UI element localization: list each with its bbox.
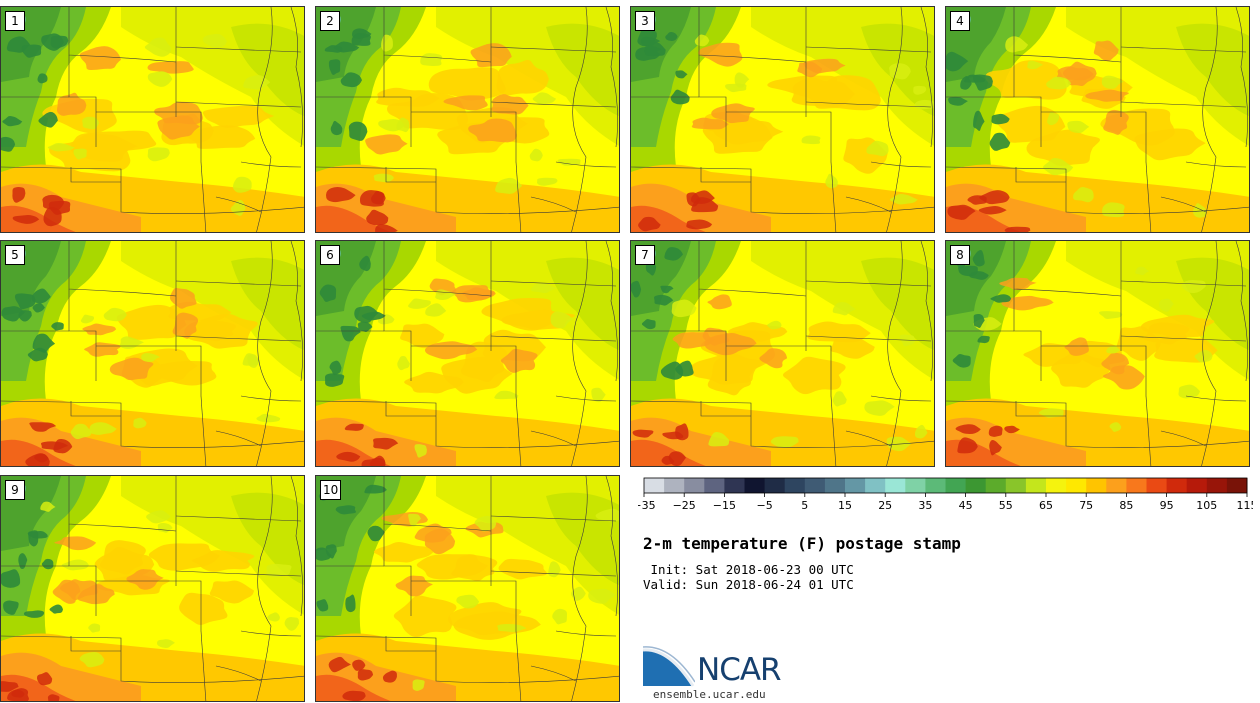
colorbar-swatch xyxy=(724,478,745,493)
ncar-logo-text: NCAR xyxy=(697,652,782,688)
colorbar-tick-label: −15 xyxy=(713,499,736,512)
temperature-map xyxy=(1,476,304,701)
colorbar-frame xyxy=(643,477,1248,494)
valid-time: Valid: Sun 2018-06-24 01 UTC xyxy=(643,577,854,592)
colorbar-tick-label: 5 xyxy=(801,499,808,512)
temperature-map xyxy=(316,476,619,701)
temperature-colorbar: −35 −25 −15 −5 5 15 25 35 45 55 65 75 85 95 105 115 xyxy=(638,477,1254,512)
colorbar-swatch xyxy=(905,478,926,493)
panel-label: 3 xyxy=(635,11,655,31)
temperature-map xyxy=(316,7,619,232)
colorbar-swatch xyxy=(804,478,826,493)
colorbar-swatch xyxy=(1186,478,1208,493)
temperature-map xyxy=(946,241,1249,466)
temperature-map xyxy=(631,7,934,232)
colorbar-swatch xyxy=(784,478,806,493)
temperature-map xyxy=(1,7,304,232)
colorbar-swatch xyxy=(704,478,725,493)
panel-label: 4 xyxy=(950,11,970,31)
colorbar-swatch xyxy=(1025,478,1047,493)
colorbar-tick-label: 25 xyxy=(878,499,892,512)
colorbar-swatch xyxy=(1046,478,1067,493)
panel-label: 2 xyxy=(320,11,340,31)
colorbar-tick-label: 85 xyxy=(1119,499,1133,512)
stamp-panel-9: 9 xyxy=(0,475,305,702)
colorbar-tick-label: −35 xyxy=(638,499,656,512)
colorbar-tick-label: 115 xyxy=(1237,499,1254,512)
stamp-panel-7: 7 xyxy=(630,240,935,467)
colorbar-tick-label: −25 xyxy=(673,499,696,512)
colorbar-swatch xyxy=(1206,478,1228,493)
colorbar-tick-label: −5 xyxy=(756,499,772,512)
colorbar-tick-label: 45 xyxy=(959,499,973,512)
colorbar-swatch xyxy=(1005,478,1027,493)
colorbar-swatch xyxy=(744,478,766,493)
colorbar-tick-label: 15 xyxy=(838,499,852,512)
panel-label: 1 xyxy=(5,11,25,31)
colorbar-swatch xyxy=(1086,478,1107,493)
colorbar-swatch xyxy=(945,478,967,493)
colorbar-tick-label: 95 xyxy=(1160,499,1174,512)
panel-label: 7 xyxy=(635,245,655,265)
temperature-map xyxy=(946,7,1249,232)
panel-label: 6 xyxy=(320,245,340,265)
colorbar-tick-label: 75 xyxy=(1079,499,1093,512)
colorbar-swatch xyxy=(865,478,886,493)
chart-title: 2-m temperature (F) postage stamp xyxy=(643,534,961,553)
colorbar-swatch xyxy=(644,478,665,493)
colorbar-swatch xyxy=(824,478,846,493)
ncar-logo-icon xyxy=(643,646,695,687)
colorbar-swatch xyxy=(845,478,866,493)
stamp-panel-10: 10 xyxy=(315,475,620,702)
stamp-panel-2: 2 xyxy=(315,6,620,233)
temperature-map xyxy=(1,241,304,466)
panel-label: 9 xyxy=(5,480,25,500)
colorbar-swatch xyxy=(1066,478,1087,493)
colorbar-swatch xyxy=(664,478,685,493)
stamp-panel-4: 4 xyxy=(945,6,1250,233)
colorbar-swatch xyxy=(885,478,906,493)
panel-label: 5 xyxy=(5,245,25,265)
stamp-panel-3: 3 xyxy=(630,6,935,233)
colorbar-tick-label: 65 xyxy=(1039,499,1053,512)
colorbar-swatch xyxy=(1106,478,1127,493)
colorbar-swatch xyxy=(1146,478,1168,493)
stamp-panel-5: 5 xyxy=(0,240,305,467)
colorbar-swatch xyxy=(764,478,786,493)
colorbar-swatch xyxy=(1226,478,1248,493)
panel-label: 8 xyxy=(950,245,970,265)
colorbar-tick-label: 35 xyxy=(918,499,932,512)
stamp-panel-1: 1 xyxy=(0,6,305,233)
colorbar-swatch xyxy=(925,478,946,493)
colorbar-swatch xyxy=(965,478,987,493)
colorbar-swatch xyxy=(684,478,705,493)
colorbar-tick-label: 55 xyxy=(999,499,1013,512)
temperature-map xyxy=(631,241,934,466)
stamp-panel-8: 8 xyxy=(945,240,1250,467)
stamp-panel-6: 6 xyxy=(315,240,620,467)
colorbar-swatch xyxy=(1166,478,1188,493)
init-time: Init: Sat 2018-06-23 00 UTC xyxy=(643,562,854,577)
colorbar-swatch xyxy=(1126,478,1147,493)
colorbar-swatch xyxy=(985,478,1007,493)
panel-label: 10 xyxy=(320,480,342,500)
colorbar-tick-label: 105 xyxy=(1196,499,1217,512)
temperature-map xyxy=(316,241,619,466)
site-url: ensemble.ucar.edu xyxy=(653,688,766,701)
